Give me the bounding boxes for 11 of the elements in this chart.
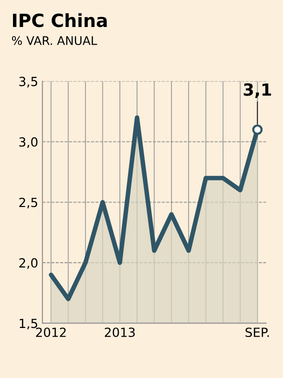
y-tick-label: 3,5 [19, 76, 38, 88]
chart-title: IPC China [12, 13, 107, 28]
data-label: 3,1 [244, 83, 272, 98]
y-tick-label: 2,0 [19, 258, 38, 269]
chart-subtitle: % VAR. ANUAL [12, 36, 98, 46]
x-tick-label: 2013 [104, 328, 135, 338]
y-tick-label: 1,5 [20, 318, 38, 330]
y-tick-label: 3,0 [19, 137, 38, 148]
x-tick-label: 2012 [36, 328, 66, 338]
y-tick-label: 2,5 [19, 198, 38, 208]
x-tick-label: SEP. [246, 328, 269, 338]
